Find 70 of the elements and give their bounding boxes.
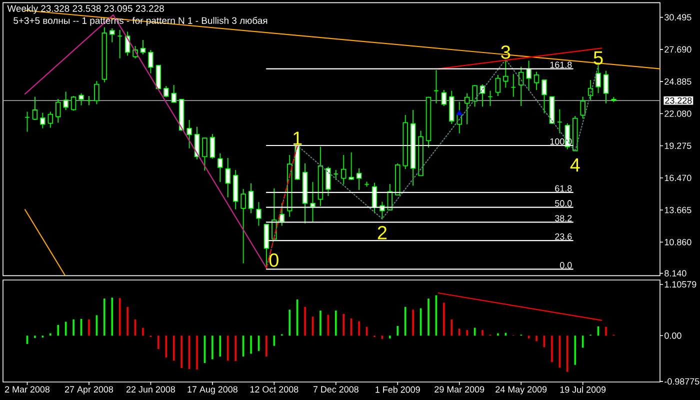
candlestick [495, 74, 501, 96]
x-tick-label: 2 Mar 2008 [5, 386, 50, 393]
candlestick [164, 86, 169, 98]
candlestick [148, 50, 154, 74]
candlestick [542, 80, 547, 114]
x-tick-label: 17 Aug 2008 [188, 386, 238, 394]
x-tick-label: 27 Apr 2008 [65, 386, 114, 394]
candlestick [218, 152, 223, 182]
x-tick-label: 19 Jul 2009 [560, 386, 606, 393]
series-label: 38.2 [555, 215, 572, 222]
candlestick [256, 202, 262, 226]
y-tick-label: 16.470 [664, 174, 692, 182]
candlestick [503, 60, 508, 88]
series-label: 50.0 [555, 200, 572, 207]
x-tick-label: 24 May 2009 [496, 386, 547, 394]
ref-line-label: 23.228 [665, 97, 692, 104]
annotation: 0 [269, 253, 278, 267]
series-label: 23.6 [555, 233, 572, 240]
candlestick [94, 80, 100, 105]
candlestick [596, 64, 601, 94]
candlestick [341, 154, 346, 185]
candlestick [534, 71, 540, 90]
y-tick-label: 1.10579 [664, 281, 696, 288]
annotation: 2 [378, 226, 387, 240]
candlestick [63, 91, 68, 110]
candlestick [240, 188, 246, 264]
candlestick [110, 28, 115, 43]
y-tick-label: -0.98775 [664, 378, 700, 385]
annotation: 4 [570, 158, 580, 172]
y-tick-label: 19.275 [664, 142, 692, 149]
candlestick [210, 134, 216, 160]
candlestick [156, 64, 162, 90]
candlestick [202, 138, 208, 172]
series-label: 161.8 [550, 62, 572, 68]
candlestick [348, 152, 354, 180]
y-tick-label: 0.00 [664, 332, 682, 339]
candlestick [48, 111, 54, 128]
y-tick-label: 24.885 [664, 78, 692, 85]
candlestick [70, 96, 76, 112]
candlestick [186, 120, 192, 149]
x-tick-label: 29 Mar 2009 [434, 386, 484, 393]
annotation: 1 [294, 132, 302, 145]
x-tick-label: 7 Dec 2008 [313, 386, 358, 393]
y-tick-label: 22.080 [664, 110, 692, 117]
y-tick-label: 10.860 [664, 238, 692, 246]
candlestick [603, 70, 609, 104]
candlestick [472, 84, 478, 108]
candlestick [580, 96, 586, 120]
series-label: 61.8 [555, 185, 572, 192]
y-tick-label: 30.495 [664, 14, 692, 20]
series-label: 0.0 [560, 262, 572, 268]
x-tick-label: 22 Jun 2008 [126, 386, 175, 393]
y-tick-label: 8.140 [664, 270, 686, 276]
y-tick-label: 13.665 [664, 206, 692, 214]
annotation: 5 [594, 51, 603, 65]
x-tick-label: 12 Oct 2008 [250, 386, 298, 393]
candlestick [32, 96, 38, 120]
candlestick [56, 98, 61, 124]
candlestick [248, 182, 254, 214]
candlestick [140, 40, 146, 55]
candlestick [171, 84, 176, 103]
x-tick-label: 1 Feb 2009 [376, 386, 420, 393]
candlestick [40, 112, 46, 129]
candlestick [356, 168, 362, 190]
candlestick [464, 92, 470, 125]
candlestick [225, 158, 230, 198]
y-tick-label: 27.690 [664, 46, 692, 53]
chart-title: Weekly 23.328 23.538 23.095 23.228 [7, 4, 164, 14]
candlestick [441, 90, 447, 106]
candlestick [78, 92, 84, 106]
